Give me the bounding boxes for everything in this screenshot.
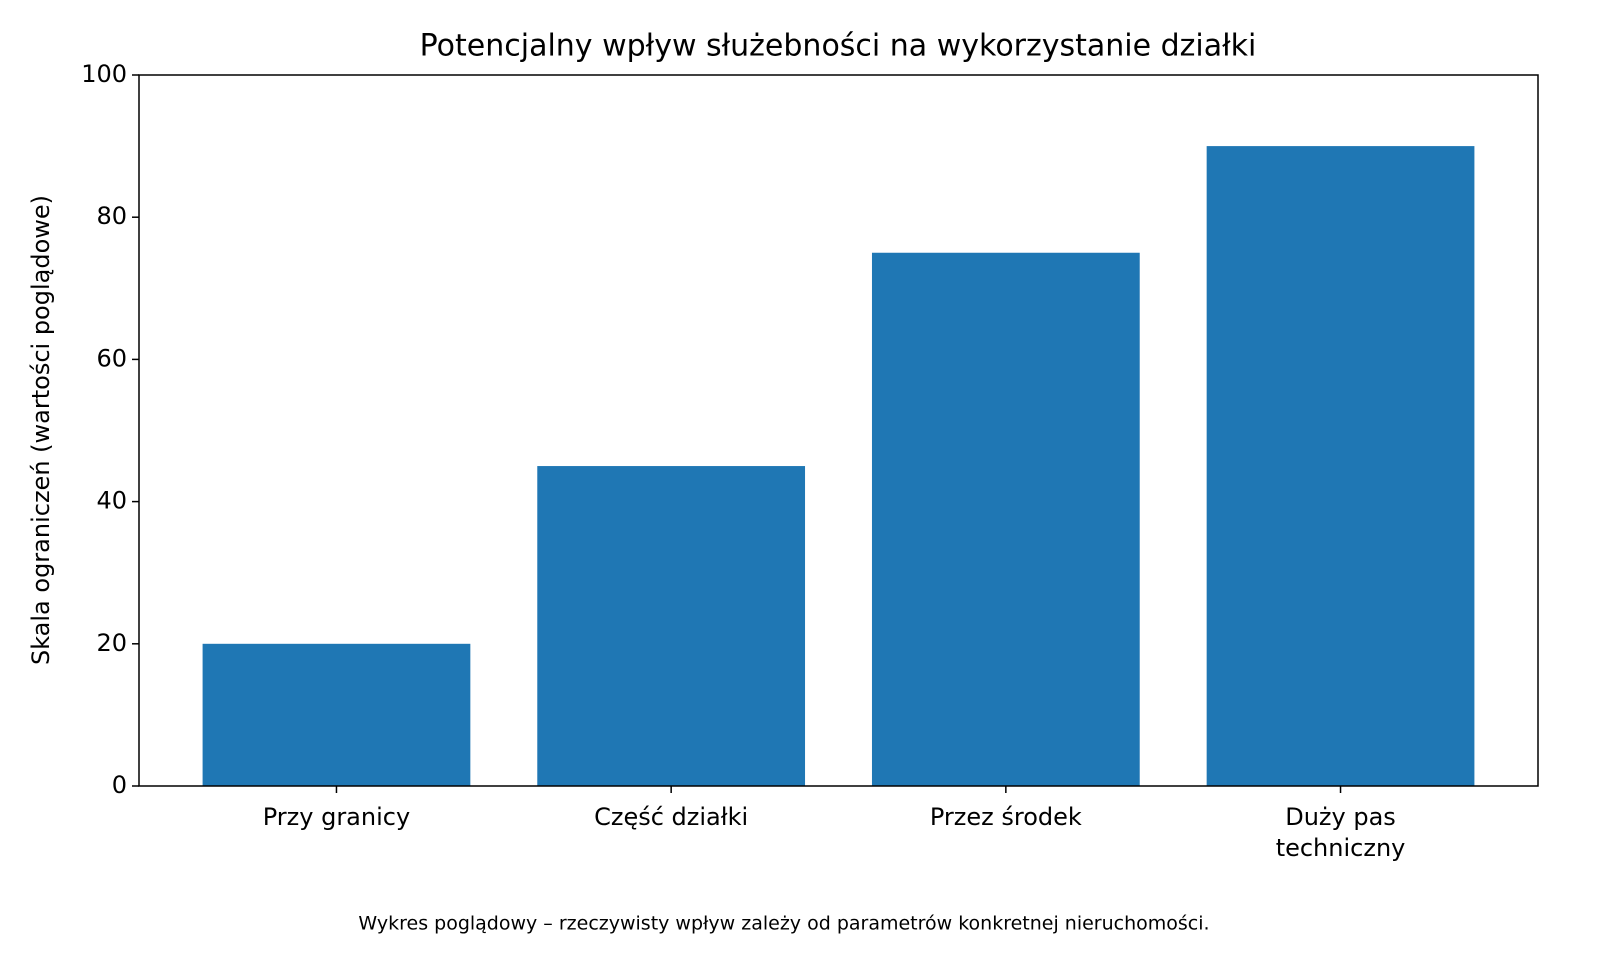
plot-frame: [138, 74, 1539, 787]
y-tick-label: 20: [96, 629, 127, 657]
bar: [1206, 146, 1475, 787]
chart-title: Potencjalny wpływ służebności na wykorzy…: [420, 29, 1257, 64]
y-tick-label: 100: [81, 60, 127, 88]
y-tick-label: 0: [112, 771, 127, 799]
footnote: Wykres poglądowy – rzeczywisty wpływ zal…: [358, 913, 1209, 935]
x-tick-label: Duży pas techniczny: [1275, 803, 1406, 862]
y-tick-label: 60: [96, 344, 127, 372]
y-tick-label: 80: [96, 202, 127, 230]
x-tick-label: Część działki: [594, 803, 749, 831]
bar: [537, 466, 806, 786]
y-tick-label: 40: [96, 487, 127, 515]
bar: [871, 252, 1140, 786]
x-tick-label: Przy granicy: [262, 803, 411, 831]
bar: [202, 643, 471, 786]
y-axis-label: Skala ograniczeń (wartości poglądowe): [27, 195, 55, 665]
x-tick-label: Przez środek: [929, 803, 1082, 831]
